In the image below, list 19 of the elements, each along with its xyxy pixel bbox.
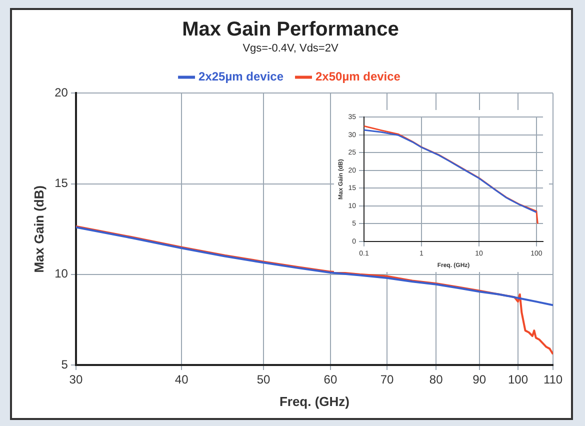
x-tick-label: 40	[174, 372, 189, 387]
x-axis-title: Freq. (GHz)	[279, 394, 350, 409]
x-tick-label: 30	[69, 372, 83, 387]
y-tick-label: 5	[61, 357, 68, 372]
y-tick-label: 20	[54, 86, 68, 100]
x-tick-label: 60	[324, 372, 338, 387]
x-tick-label: 90	[472, 372, 486, 387]
x-tick-label: 50	[256, 372, 270, 387]
chart-subtitle: Vgs=-0.4V, Vds=2V	[242, 42, 339, 55]
legend-label: 2x50µm device	[316, 70, 401, 84]
y-axis-title: Max Gain (dB)	[31, 185, 46, 273]
legend-label: 2x25µm device	[198, 70, 284, 84]
y-tick-label: 10	[54, 266, 68, 281]
chart-title: Max Gain Performance	[182, 18, 399, 41]
y-tick-label: 15	[54, 176, 68, 190]
x-tick-label: 110	[543, 372, 563, 387]
x-tick-label: 100	[508, 372, 528, 387]
x-tick-label: 70	[380, 372, 394, 387]
x-tick-label: 80	[429, 372, 444, 387]
